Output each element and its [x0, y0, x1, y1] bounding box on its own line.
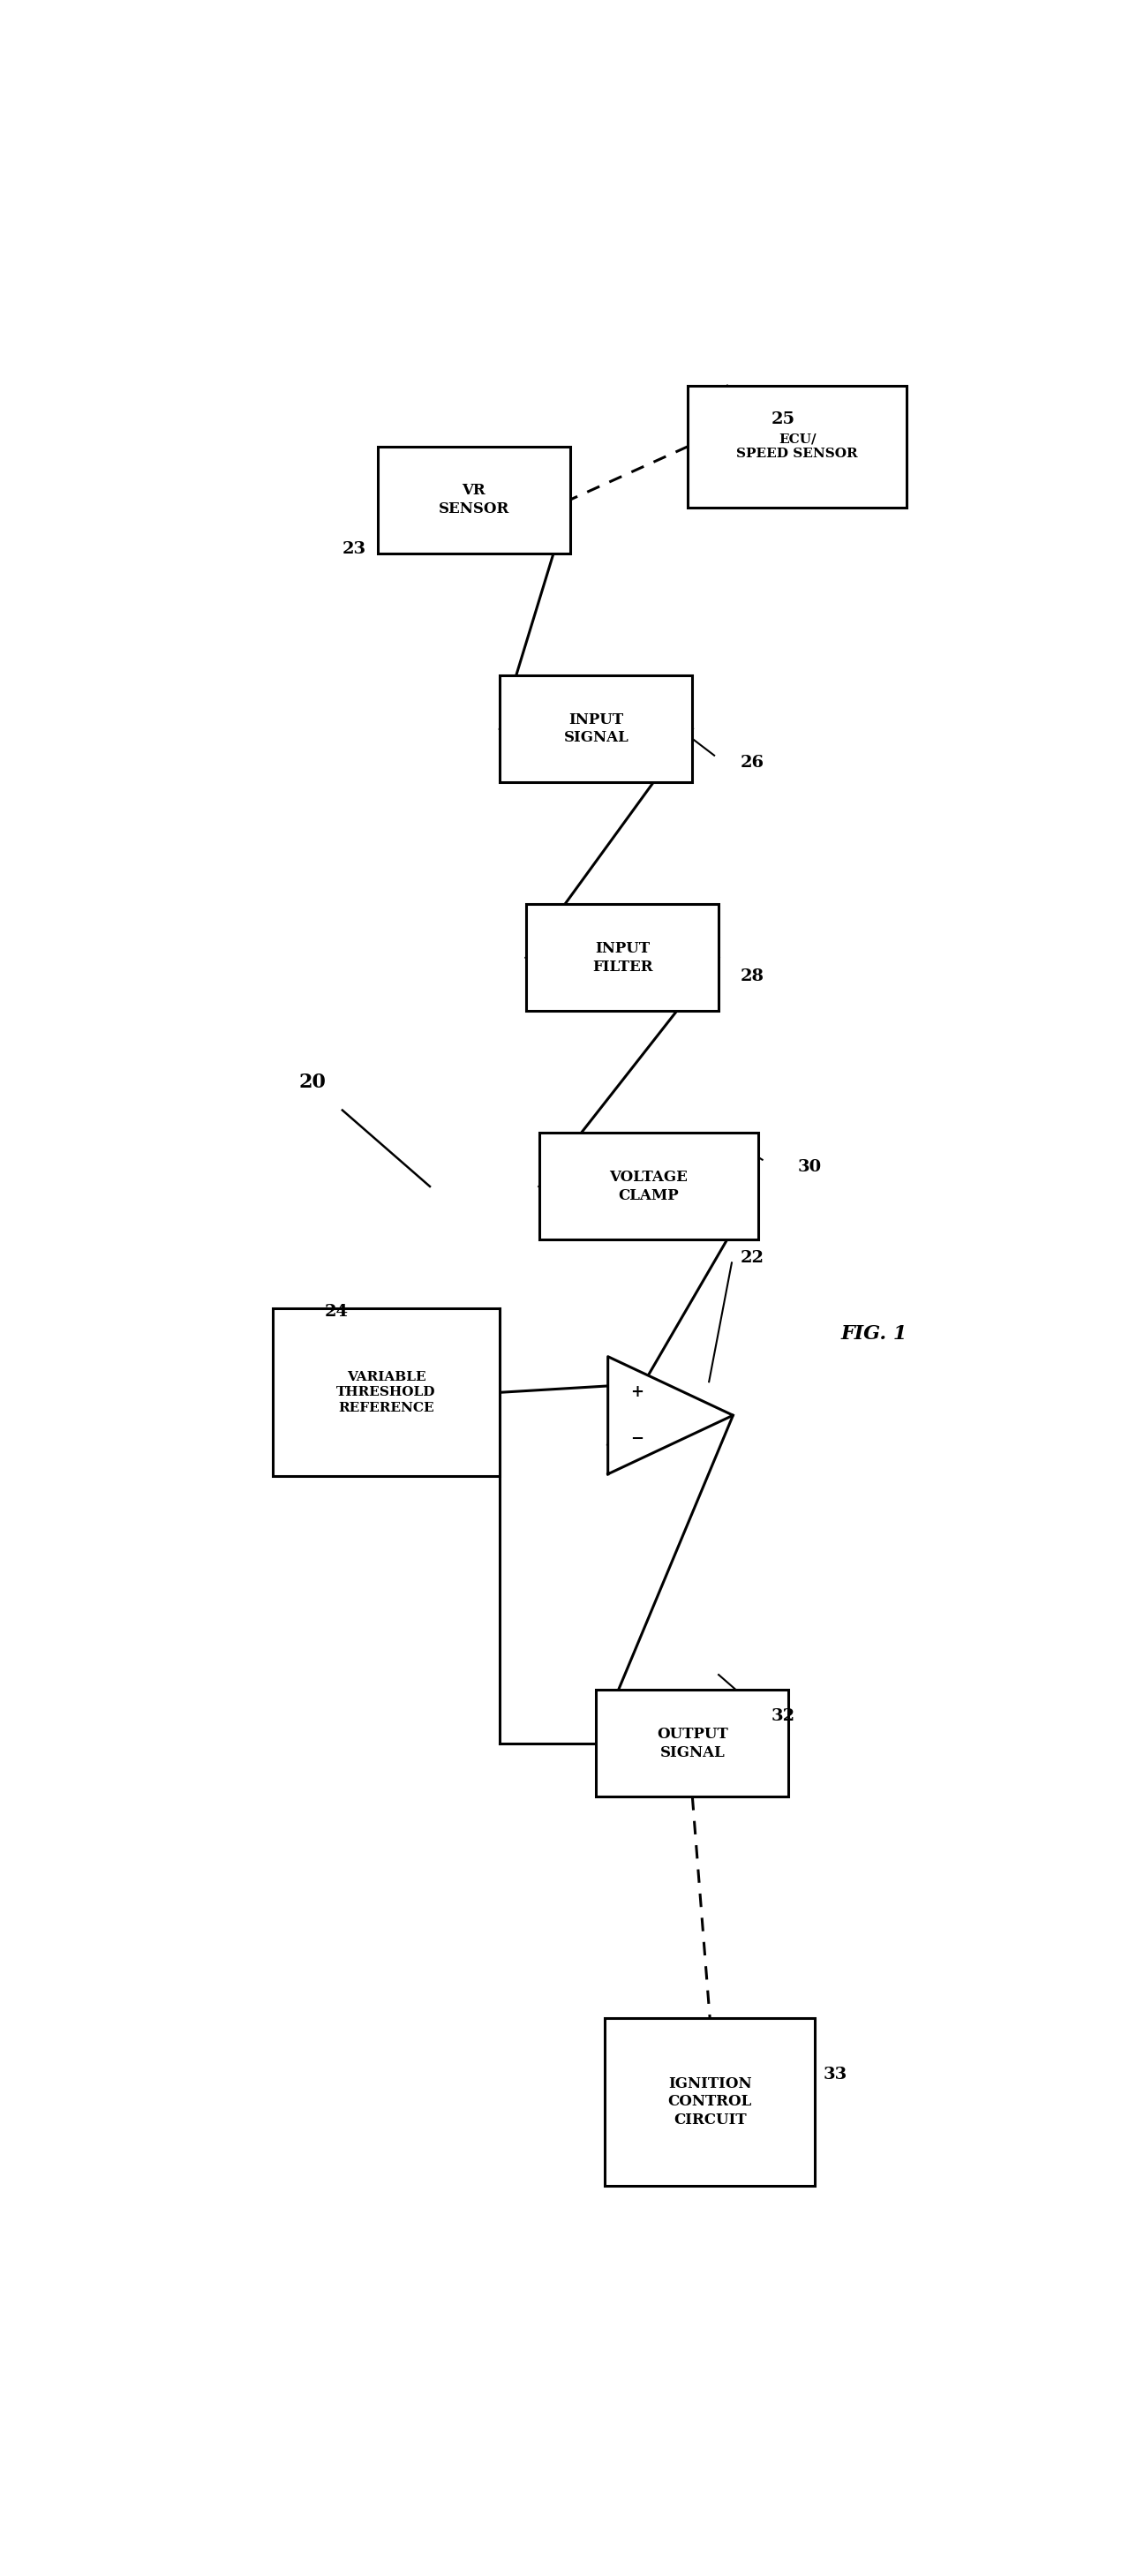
Bar: [500, 675, 692, 783]
Text: FIG. 1: FIG. 1: [841, 1324, 908, 1345]
Text: INPUT
FILTER: INPUT FILTER: [592, 940, 653, 974]
Text: ECU/
SPEED SENSOR: ECU/ SPEED SENSOR: [736, 433, 858, 461]
Text: OUTPUT
SIGNAL: OUTPUT SIGNAL: [657, 1726, 728, 1759]
Text: INPUT
SIGNAL: INPUT SIGNAL: [563, 711, 629, 744]
Text: 26: 26: [741, 755, 764, 770]
Bar: [526, 904, 719, 1010]
Text: 28: 28: [741, 969, 764, 984]
Text: +: +: [630, 1383, 644, 1399]
Text: 22: 22: [741, 1249, 764, 1267]
Text: 33: 33: [824, 2066, 848, 2081]
Bar: [377, 446, 570, 554]
Text: −: −: [630, 1430, 644, 1448]
Text: VOLTAGE
CLAMP: VOLTAGE CLAMP: [610, 1170, 688, 1203]
Text: 25: 25: [771, 412, 795, 428]
Text: 24: 24: [325, 1303, 349, 1319]
Bar: [688, 386, 907, 507]
Text: 30: 30: [797, 1159, 821, 1175]
Bar: [540, 1133, 758, 1239]
Text: VARIABLE
THRESHOLD
REFERENCE: VARIABLE THRESHOLD REFERENCE: [336, 1370, 436, 1414]
Text: VR
SENSOR: VR SENSOR: [438, 484, 509, 518]
Text: 20: 20: [299, 1072, 326, 1092]
Polygon shape: [607, 1358, 733, 1473]
Text: 23: 23: [342, 541, 366, 556]
Bar: [605, 2017, 815, 2187]
Text: 32: 32: [771, 1708, 795, 1723]
Text: IGNITION
CONTROL
CIRCUIT: IGNITION CONTROL CIRCUIT: [668, 2076, 752, 2128]
Bar: [272, 1309, 500, 1476]
Bar: [596, 1690, 788, 1798]
